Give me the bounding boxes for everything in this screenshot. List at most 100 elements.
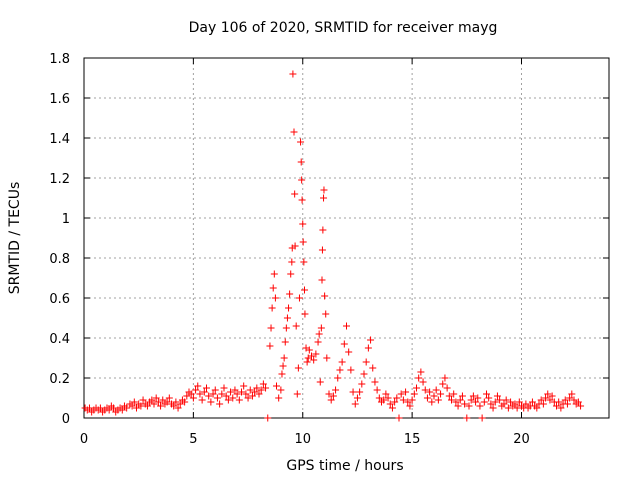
data-point xyxy=(472,398,480,406)
data-point xyxy=(207,398,215,406)
data-point xyxy=(264,414,272,422)
data-point xyxy=(246,386,254,394)
data-point xyxy=(275,394,283,402)
y-tick-label: 1 xyxy=(62,212,70,227)
data-point xyxy=(343,322,350,330)
data-point xyxy=(299,220,307,228)
data-point xyxy=(211,386,219,394)
data-point xyxy=(203,384,210,392)
data-point xyxy=(267,324,275,332)
data-points xyxy=(81,70,585,422)
data-point xyxy=(118,406,126,414)
data-point xyxy=(298,196,306,204)
data-point xyxy=(85,404,93,412)
data-point xyxy=(218,390,226,398)
data-point xyxy=(380,396,388,404)
data-point xyxy=(295,294,303,302)
data-point xyxy=(384,394,392,402)
data-point xyxy=(546,396,554,404)
data-point xyxy=(279,362,287,370)
data-point xyxy=(194,382,202,390)
data-point xyxy=(154,398,162,406)
data-point xyxy=(174,404,182,412)
data-point xyxy=(539,400,547,408)
data-point xyxy=(157,402,165,410)
data-point xyxy=(128,402,136,410)
data-point xyxy=(467,396,475,404)
data-point xyxy=(553,402,560,410)
data-point xyxy=(291,190,299,198)
data-point xyxy=(282,324,290,332)
data-point xyxy=(345,348,353,356)
data-point xyxy=(544,390,552,398)
data-point xyxy=(367,336,375,344)
data-point xyxy=(285,304,293,312)
data-point xyxy=(338,358,346,366)
data-point xyxy=(270,270,278,278)
data-point xyxy=(170,402,178,410)
data-point xyxy=(277,386,285,394)
data-point xyxy=(319,226,327,234)
data-point xyxy=(439,380,447,388)
data-point xyxy=(123,404,131,412)
data-point xyxy=(293,390,301,398)
data-point xyxy=(452,398,460,406)
data-point xyxy=(423,394,431,402)
data-point xyxy=(238,388,245,396)
data-point xyxy=(323,354,331,362)
data-point xyxy=(373,386,381,394)
data-point xyxy=(428,398,436,406)
data-point xyxy=(305,346,313,354)
y-tick-label: 1.4 xyxy=(49,132,70,147)
data-point xyxy=(443,384,451,392)
data-point xyxy=(287,270,295,278)
grid-lines xyxy=(84,58,609,418)
data-point xyxy=(242,390,250,398)
data-point xyxy=(413,384,420,392)
data-point xyxy=(487,400,495,408)
data-point xyxy=(233,390,241,398)
data-point xyxy=(325,390,333,398)
data-point xyxy=(371,378,379,386)
plot-frame xyxy=(83,57,610,419)
y-tick-label: 0.8 xyxy=(49,252,70,267)
data-point xyxy=(511,400,519,408)
data-point xyxy=(278,370,286,378)
data-point xyxy=(220,384,228,392)
data-point xyxy=(362,358,370,366)
y-tick-label: 0.6 xyxy=(49,292,70,307)
data-point xyxy=(507,398,515,406)
data-point xyxy=(216,400,224,408)
data-point xyxy=(327,396,335,404)
data-point xyxy=(310,356,318,364)
data-point xyxy=(388,404,396,412)
data-point xyxy=(474,394,482,402)
data-point xyxy=(351,400,359,408)
data-point xyxy=(349,388,357,396)
data-point xyxy=(391,398,399,406)
data-point xyxy=(301,310,309,318)
data-point xyxy=(251,388,259,396)
data-point xyxy=(480,398,488,406)
data-point xyxy=(297,158,305,166)
data-point xyxy=(463,414,471,422)
data-point xyxy=(290,128,298,136)
data-point xyxy=(152,394,160,402)
data-point xyxy=(255,390,263,398)
data-point xyxy=(253,384,261,392)
data-point xyxy=(244,394,252,402)
x-tick-label: 20 xyxy=(513,432,530,447)
data-point xyxy=(312,350,320,358)
data-point xyxy=(133,404,140,412)
data-point xyxy=(137,402,145,410)
data-point xyxy=(557,404,565,412)
data-point xyxy=(240,382,248,390)
data-point xyxy=(189,394,197,402)
x-tick-label: 15 xyxy=(404,432,421,447)
data-point xyxy=(570,396,578,404)
data-point xyxy=(469,392,477,400)
data-point xyxy=(445,392,453,400)
data-point xyxy=(318,276,326,284)
data-point xyxy=(561,396,569,404)
